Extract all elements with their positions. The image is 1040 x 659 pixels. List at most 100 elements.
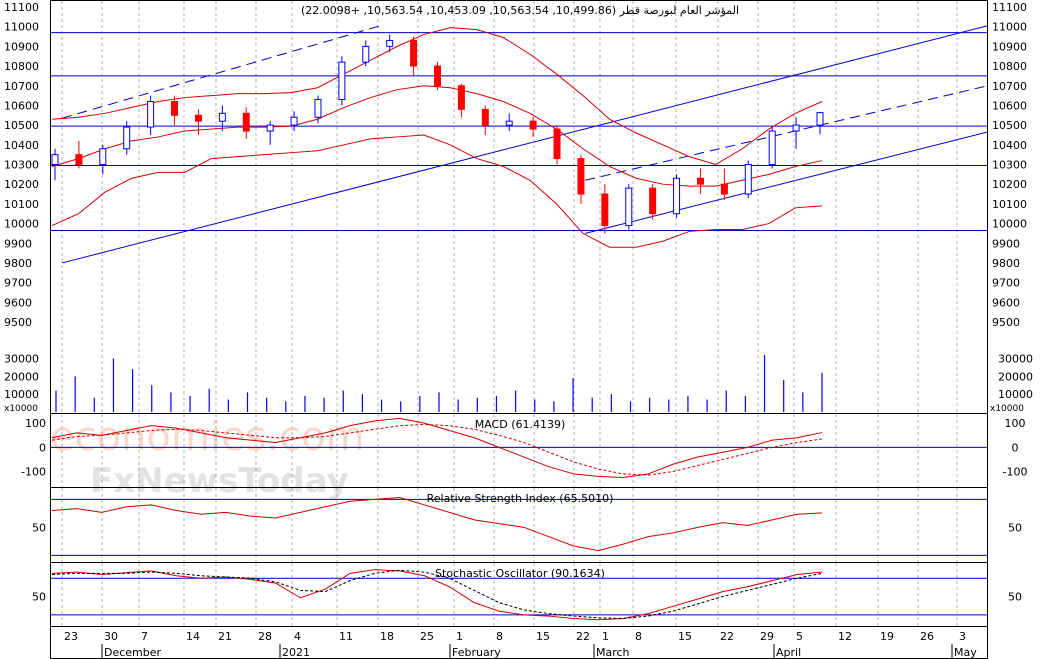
candle-body: [51, 154, 59, 165]
candle-body: [242, 112, 250, 132]
x-day-label: 26: [920, 630, 934, 643]
y-tick-right: 10300: [992, 159, 1027, 172]
candle-body: [673, 177, 681, 215]
candlesticks: [51, 34, 824, 234]
candle-body: [768, 130, 776, 165]
x-day-label: 28: [258, 630, 272, 643]
candle-body: [194, 114, 202, 122]
candle-body: [792, 124, 800, 132]
trend-line-dashed: [61, 24, 385, 119]
candle-body: [75, 154, 83, 165]
y-tick-left: 10100: [4, 198, 39, 211]
indicator-tick-left: 0: [39, 441, 46, 454]
y-tick-right: 10600: [992, 99, 1027, 112]
indicator-line-d: [51, 569, 823, 620]
y-axis-labels: 9500 9500 9600 9600 9700 9700 9800 9800 9900 9900…: [4, 1, 1033, 604]
volume-tick-right: 10000: [998, 388, 1033, 401]
y-tick-right: 9700: [992, 277, 1020, 290]
x-day-label: 29: [760, 630, 774, 643]
y-tick-left: 11000: [4, 21, 39, 34]
volume-tick-left: 30000: [4, 352, 39, 365]
indicator-line-rsi: [51, 496, 823, 552]
x-day-label: 11: [339, 630, 353, 643]
candle-body: [720, 183, 728, 195]
x-month-label: April: [776, 646, 801, 659]
x-day-label: 30: [104, 630, 118, 643]
candle-body: [410, 39, 418, 67]
y-tick-left: 10900: [4, 40, 39, 53]
x-day-label: 1: [456, 630, 463, 643]
indicator-tick-left: 100: [25, 417, 46, 430]
macd-panel: [51, 417, 987, 479]
candle-body: [816, 112, 824, 126]
candle-body: [314, 99, 322, 118]
y-tick-left: 9500: [4, 316, 32, 329]
y-tick-right: 10500: [992, 119, 1027, 132]
y-tick-left: 9600: [4, 296, 32, 309]
candle-body: [434, 65, 441, 87]
x-day-label: 7: [141, 630, 148, 643]
indicator-line-signal: [51, 423, 823, 476]
volume-unit-right: x10000: [990, 404, 1024, 414]
candle-body: [553, 128, 561, 160]
volume-tick-left: 10000: [4, 388, 39, 401]
candle-body: [457, 85, 465, 110]
trend-line: [61, 25, 987, 264]
x-day-label: 14: [186, 630, 200, 643]
y-tick-right: 9900: [992, 237, 1020, 250]
x-month-label: 2021: [282, 646, 310, 659]
candle-body: [744, 164, 752, 195]
x-day-label: 19: [880, 630, 894, 643]
x-month-label: March: [596, 646, 630, 659]
candle-body: [505, 120, 513, 126]
candle-body: [577, 158, 585, 195]
y-tick-left: 10300: [4, 159, 39, 172]
y-tick-right: 10200: [992, 178, 1027, 191]
watermark-fxnewstoday: FxNewsToday: [90, 461, 349, 501]
stoch-title: Stochastic Oscillator (90.1634): [435, 567, 605, 580]
x-month-label: May: [954, 646, 977, 659]
rsi-panel: [51, 496, 987, 556]
candle-body: [266, 124, 274, 132]
x-day-label: 1: [602, 630, 609, 643]
y-tick-left: 10800: [4, 60, 39, 73]
x-day-label: 4: [294, 630, 301, 643]
indicator-line-macd: [51, 417, 823, 479]
y-tick-right: 10800: [992, 60, 1027, 73]
y-tick-left: 11100: [4, 1, 39, 14]
indicator-tick-right: 50: [1008, 521, 1022, 534]
candle-body: [290, 116, 298, 126]
volume-unit-left: x10000: [4, 404, 38, 414]
x-month-label: February: [452, 646, 501, 659]
x-day-label: 23: [64, 630, 78, 643]
stochastic-panel: [51, 569, 987, 621]
candle-body: [481, 108, 489, 126]
trend-line-dashed: [585, 85, 987, 181]
horizontal-levels: [51, 32, 987, 231]
y-tick-right: 9600: [992, 296, 1020, 309]
y-tick-right: 11100: [992, 1, 1027, 14]
y-tick-right: 10400: [992, 139, 1027, 152]
y-tick-left: 9800: [4, 257, 32, 270]
volume-tick-left: 20000: [4, 370, 39, 383]
candle-body: [696, 177, 704, 185]
y-tick-left: 10500: [4, 119, 39, 132]
panel-frames: [50, 0, 988, 659]
indicator-tick-left: -100: [21, 466, 46, 479]
x-day-label: 15: [536, 630, 550, 643]
indicator-tick-right: 0: [1012, 441, 1019, 454]
indicator-tick-right: -100: [1003, 466, 1028, 479]
x-day-label: 12: [838, 630, 852, 643]
trend-channels: [61, 24, 987, 264]
candle-body: [99, 148, 107, 165]
candle-body: [625, 187, 633, 227]
y-tick-right: 10100: [992, 198, 1027, 211]
y-tick-right: 9500: [992, 316, 1020, 329]
candle-body: [601, 193, 609, 227]
y-tick-left: 10000: [4, 218, 39, 231]
candle-body: [147, 101, 155, 128]
bollinger-bands: [51, 27, 823, 248]
y-tick-left: 9900: [4, 237, 32, 250]
y-tick-right: 10000: [992, 218, 1027, 231]
